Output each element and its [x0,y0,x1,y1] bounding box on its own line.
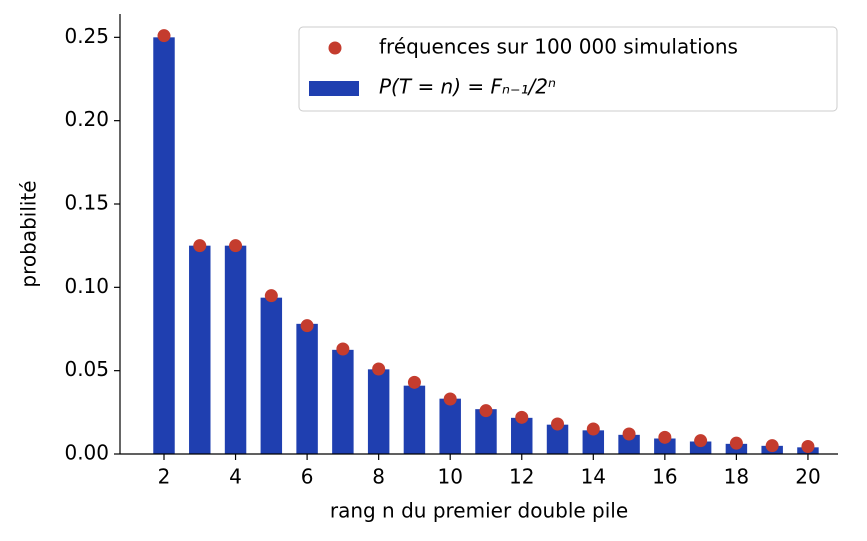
point [193,239,207,253]
x-tick-label: 16 [652,465,677,489]
legend-label: fréquences sur 100 000 simulations [379,35,738,59]
bar [475,409,497,454]
x-axis-label: rang n du premier double pile [330,499,628,523]
point [515,410,529,424]
point [622,427,636,441]
bar [189,245,211,454]
point [551,417,565,431]
legend-marker [328,41,342,55]
bar [296,323,318,454]
point [407,375,421,389]
bar [224,245,247,454]
bar [582,430,605,454]
y-axis-label: probabilité [17,180,41,287]
y-tick-label: 0.25 [64,24,109,48]
y-tick-label: 0.05 [64,357,109,381]
point [694,434,708,448]
point [229,239,243,253]
point [765,439,779,453]
x-tick-label: 18 [724,465,749,489]
bar [367,369,390,454]
legend-box [298,26,838,112]
bar [654,438,676,454]
x-tick-label: 10 [437,465,462,489]
y-tick-label: 0.10 [64,274,109,298]
x-tick-label: 4 [229,465,242,489]
y-tick-label: 0.15 [64,191,109,215]
bar [153,37,175,454]
y-tick-label: 0.00 [64,441,109,465]
point [157,29,171,43]
bar [403,385,426,454]
bar [439,398,461,454]
x-tick-label: 6 [301,465,314,489]
point [264,289,278,303]
legend-marker [309,81,359,96]
point [658,430,672,444]
point [801,440,815,453]
bar [332,349,354,454]
point [443,392,457,406]
point [586,422,600,436]
point [372,362,386,376]
point [729,436,743,450]
bar [260,297,283,454]
point [300,319,314,333]
x-tick-label: 14 [581,465,606,489]
bar [689,441,712,454]
point [479,404,493,418]
x-tick-label: 12 [509,465,534,489]
x-tick-label: 8 [372,465,385,489]
bar [546,424,569,454]
y-tick-label: 0.20 [64,107,109,131]
point [336,342,350,356]
bar [618,434,640,454]
bar [511,417,533,454]
x-tick-label: 2 [158,465,171,489]
legend-label: P(T = n) = Fₙ₋₁/2ⁿ [379,75,556,99]
x-tick-label: 20 [795,465,820,489]
